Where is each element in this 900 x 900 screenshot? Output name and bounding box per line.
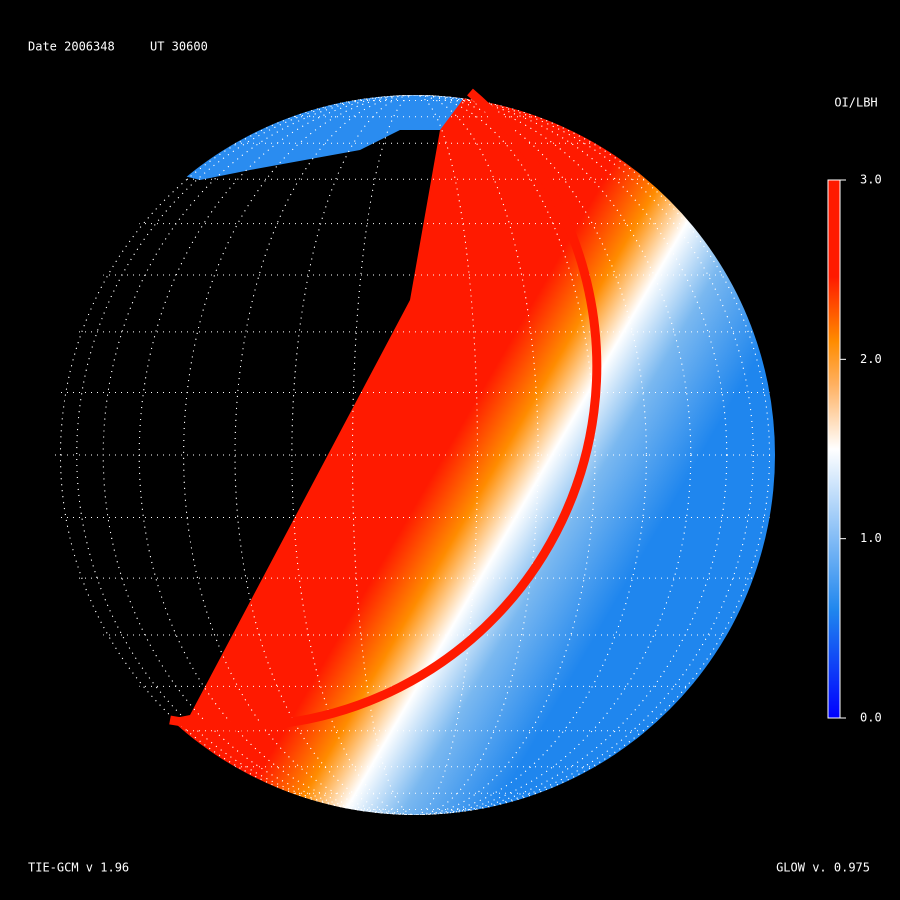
colorbar-tick-label: 2.0 [860,352,882,366]
date: Date 2006348 [28,40,115,54]
meridian [183,95,647,815]
limb-glow [169,88,602,731]
ut: UT 30600 [150,40,208,54]
dayside [160,95,775,815]
meridian [76,95,754,815]
colorbar [827,179,841,719]
colorbar-tick-label: 0.0 [860,711,882,725]
colorbar-title: OI/LBH [834,96,877,110]
meridian [291,95,539,815]
colorbar-tick-label: 1.0 [860,531,882,545]
footer-left: TIE-GCM v 1.96 [28,861,129,875]
colorbar-tick-label: 3.0 [860,173,882,187]
footer-right: GLOW v. 0.975 [776,861,870,875]
colorbar-ticks: 0.0 1.0 2.0 3.0 [840,173,882,725]
